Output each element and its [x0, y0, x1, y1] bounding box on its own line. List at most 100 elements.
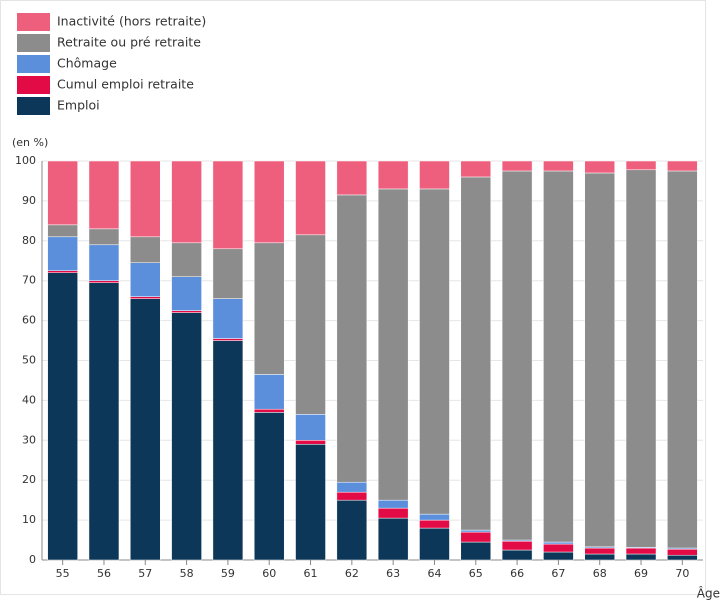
- bar-segment: [171, 312, 202, 561]
- legend-label: Chômage: [57, 56, 117, 71]
- bar-segment: [543, 551, 574, 561]
- y-tick-label: 70: [22, 274, 36, 287]
- bar-segment: [625, 160, 657, 171]
- bar-segment: [460, 160, 492, 178]
- bar-segment: [667, 170, 698, 549]
- x-axis-label: Âge: [697, 586, 720, 601]
- y-tick-label: 50: [22, 354, 36, 367]
- y-axis-label: (en %): [12, 136, 48, 149]
- bar-segment: [501, 170, 533, 541]
- bar-segment: [460, 529, 492, 533]
- legend-swatch: [17, 97, 50, 115]
- bar-segment: [295, 444, 326, 561]
- legend-label: Retraite ou pré retraite: [57, 35, 201, 50]
- bar-segment: [336, 481, 368, 493]
- bar-segment: [212, 160, 244, 250]
- y-tick-label: 20: [22, 473, 36, 486]
- bar-segment: [88, 280, 120, 283]
- legend: Emploi Cumul emploi retraite Chômage Retrai…: [17, 13, 206, 115]
- y-tick-label: 90: [22, 194, 36, 207]
- legend-swatch: [17, 76, 50, 94]
- legend-label: Emploi: [57, 98, 100, 113]
- bar-segment: [377, 188, 409, 501]
- bar-segment: [88, 244, 120, 281]
- bar-segment: [47, 160, 78, 226]
- x-tick-label: 67: [551, 567, 565, 580]
- bar-segment: [460, 531, 492, 543]
- bar-segment: [501, 549, 533, 561]
- bar-segment: [130, 262, 161, 297]
- bar-segment: [419, 513, 450, 521]
- legend-label: Inactivité (hors retraite): [57, 14, 206, 29]
- y-tick-label: 0: [29, 553, 36, 566]
- bar-segment: [130, 296, 161, 299]
- x-tick-label: 58: [180, 567, 194, 580]
- bar-segment: [88, 228, 120, 246]
- y-tick-label: 30: [22, 433, 36, 446]
- bar-segment: [543, 160, 574, 172]
- bar-segment: [295, 234, 326, 415]
- legend-swatch: [17, 55, 50, 73]
- bar-segment: [295, 414, 326, 441]
- bar-segment: [667, 548, 698, 556]
- bar-segment: [543, 541, 574, 545]
- y-tick-label: 100: [15, 154, 36, 167]
- bar-segment: [47, 270, 78, 273]
- x-tick-label: 56: [97, 567, 111, 580]
- bar-segment: [212, 338, 244, 341]
- bar-segment: [336, 499, 368, 561]
- bar-segment: [419, 519, 450, 529]
- bar-segment: [336, 491, 368, 501]
- bar-segment: [377, 160, 409, 190]
- bar-segment: [253, 374, 285, 410]
- bar-segment: [212, 340, 244, 561]
- bar-segment: [47, 272, 78, 561]
- bar-segment: [88, 160, 120, 230]
- bar-segment: [584, 553, 615, 561]
- x-tick-label: 55: [56, 567, 70, 580]
- x-tick-label: 66: [510, 567, 524, 580]
- bar-segment: [47, 236, 78, 271]
- x-tick-label: 64: [427, 567, 441, 580]
- x-tick-label: 70: [675, 567, 689, 580]
- bar-segment: [130, 298, 161, 561]
- bar-segment: [543, 543, 574, 553]
- bar-segment: [501, 160, 533, 172]
- x-tick-label: 63: [386, 567, 400, 580]
- bar-segment: [377, 499, 409, 509]
- bar-segment: [419, 188, 450, 515]
- bar-segment: [584, 547, 615, 555]
- bar-segment: [253, 412, 285, 561]
- x-tick-label: 61: [304, 567, 318, 580]
- bar-segment: [130, 160, 161, 238]
- bar-segment: [543, 170, 574, 543]
- x-tick-label: 60: [262, 567, 276, 580]
- bar-segment: [88, 282, 120, 561]
- bar-segment: [667, 554, 698, 561]
- bar-segment: [253, 242, 285, 375]
- y-tick-label: 10: [22, 513, 36, 526]
- x-tick-label: 68: [593, 567, 607, 580]
- legend-label: Cumul emploi retraite: [57, 77, 194, 92]
- bar-segment: [336, 194, 368, 483]
- x-tick-label: 59: [221, 567, 235, 580]
- legend-swatch: [17, 13, 50, 31]
- bar-segment: [295, 440, 326, 445]
- y-tick-label: 80: [22, 234, 36, 247]
- bar-segment: [377, 517, 409, 561]
- bar-segment: [625, 169, 657, 548]
- bar-segment: [501, 540, 533, 551]
- bar-segment: [419, 527, 450, 561]
- bar-segment: [171, 310, 202, 313]
- bar-segment: [253, 160, 285, 244]
- x-tick-label: 65: [469, 567, 483, 580]
- x-tick-label: 62: [345, 567, 359, 580]
- bar-segment: [584, 160, 615, 174]
- bar-segment: [625, 547, 657, 555]
- y-tick-label: 60: [22, 314, 36, 327]
- x-tick-label: 69: [634, 567, 648, 580]
- legend-swatch: [17, 34, 50, 52]
- bar-segment: [336, 160, 368, 196]
- bar-segment: [130, 236, 161, 263]
- bar-segment: [295, 160, 326, 236]
